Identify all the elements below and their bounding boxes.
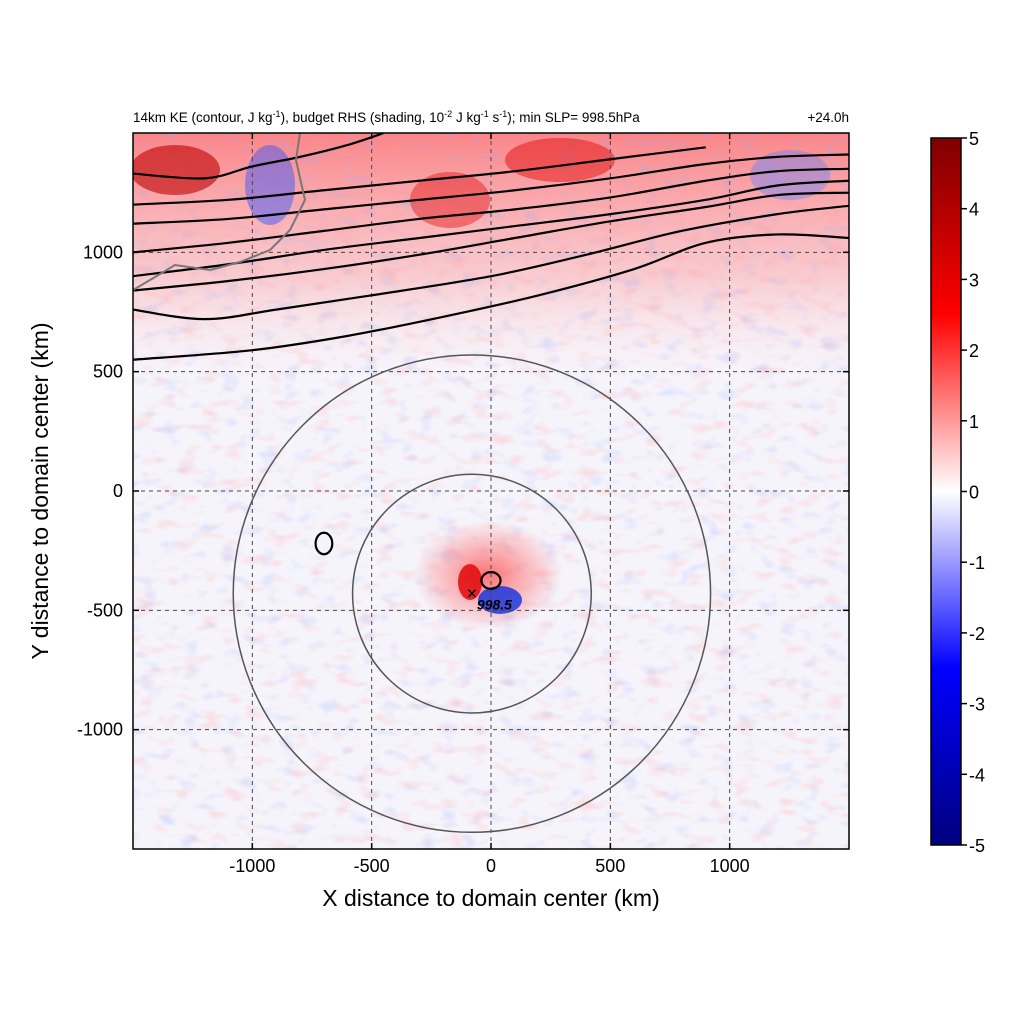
y-tick-label: 0 <box>113 481 123 501</box>
x-tick-label: -500 <box>354 856 390 876</box>
x-axis-ticks: -1000 -500 0 500 1000 <box>229 133 750 876</box>
x-tick-label: -1000 <box>229 856 275 876</box>
x-axis-label: X distance to domain center (km) <box>322 885 659 911</box>
colorbar-tick-label: -2 <box>969 624 985 644</box>
ke-closed-contour <box>480 571 502 590</box>
colorbar-ticks: 5 4 3 2 1 0 -1 -2 -3 -4 -5 <box>961 129 985 856</box>
colorbar-tick-label: 4 <box>969 200 979 220</box>
colorbar-tick-label: 2 <box>969 341 979 361</box>
north-strong-red-1 <box>133 145 220 195</box>
storm-red-core <box>458 564 482 600</box>
y-tick-label: 500 <box>93 362 123 382</box>
colorbar-tick-label: -3 <box>969 695 985 715</box>
x-tick-label: 0 <box>486 856 496 876</box>
forecast-time-label: +24.0h <box>807 110 849 125</box>
storm-center-group: × 998.5 <box>467 584 513 613</box>
title-segment: ), budget RHS (shading, 10 <box>281 110 445 125</box>
title-segment: ); min SLP= 998.5hPa <box>507 110 640 125</box>
y-axis-label: Y distance to domain center (km) <box>27 322 53 659</box>
ke-contour-line <box>133 179 849 278</box>
colorbar-tick-label: -4 <box>969 765 985 785</box>
colorbar-bar <box>930 137 962 846</box>
range-ring-1000km <box>232 354 712 834</box>
title-segment: J kg <box>452 110 481 125</box>
range-rings <box>232 354 712 834</box>
ke-contour-line <box>133 133 384 180</box>
title-superscript: -1 <box>273 109 281 119</box>
storm-red-shading <box>413 520 563 630</box>
ke-contour-line <box>133 153 849 225</box>
storm-blue-core <box>478 586 522 614</box>
colorbar-tick-label: -5 <box>969 836 985 856</box>
plot-area <box>133 133 849 849</box>
chart-title: 14km KE (contour, J kg-1), budget RHS (s… <box>133 109 640 125</box>
colorbar-tick-label: 1 <box>969 412 979 432</box>
ke-contour-line <box>133 146 706 206</box>
y-tick-label: 1000 <box>83 242 123 262</box>
min-slp-label: 998.5 <box>477 597 512 613</box>
colorbar-tick-label: -1 <box>969 553 985 573</box>
title-segment: s <box>489 110 500 125</box>
shading-noise-blue <box>133 133 849 849</box>
ke-contour-line <box>133 191 849 292</box>
title-segment: 14km KE (contour, J kg <box>133 110 273 125</box>
ke-contour-line <box>133 204 849 321</box>
range-ring-500km <box>351 473 592 714</box>
y-tick-label: -1000 <box>77 720 123 740</box>
x-tick-label: 500 <box>595 856 625 876</box>
x-tick-label: 1000 <box>710 856 750 876</box>
colorbar: 5 4 3 2 1 0 -1 -2 -3 -4 -5 <box>930 129 985 856</box>
y-tick-label: -500 <box>87 600 123 620</box>
ke-contours <box>133 133 849 590</box>
ke-contour-line <box>133 233 849 361</box>
title-superscript: -1 <box>499 109 507 119</box>
ke-contour-line <box>133 167 849 254</box>
north-strong-red-2 <box>505 138 615 182</box>
coastline <box>133 133 307 291</box>
colorbar-tick-label: 5 <box>969 129 979 149</box>
title-superscript: -2 <box>444 109 452 119</box>
colorbar-tick-label: 0 <box>969 483 979 503</box>
ke-closed-contour <box>314 531 334 556</box>
colorbar-tick-label: 3 <box>969 270 979 290</box>
title-superscript: -1 <box>481 109 489 119</box>
storm-center-marker: × <box>467 584 478 604</box>
y-axis-ticks: -1000 -500 0 500 1000 <box>77 242 849 740</box>
